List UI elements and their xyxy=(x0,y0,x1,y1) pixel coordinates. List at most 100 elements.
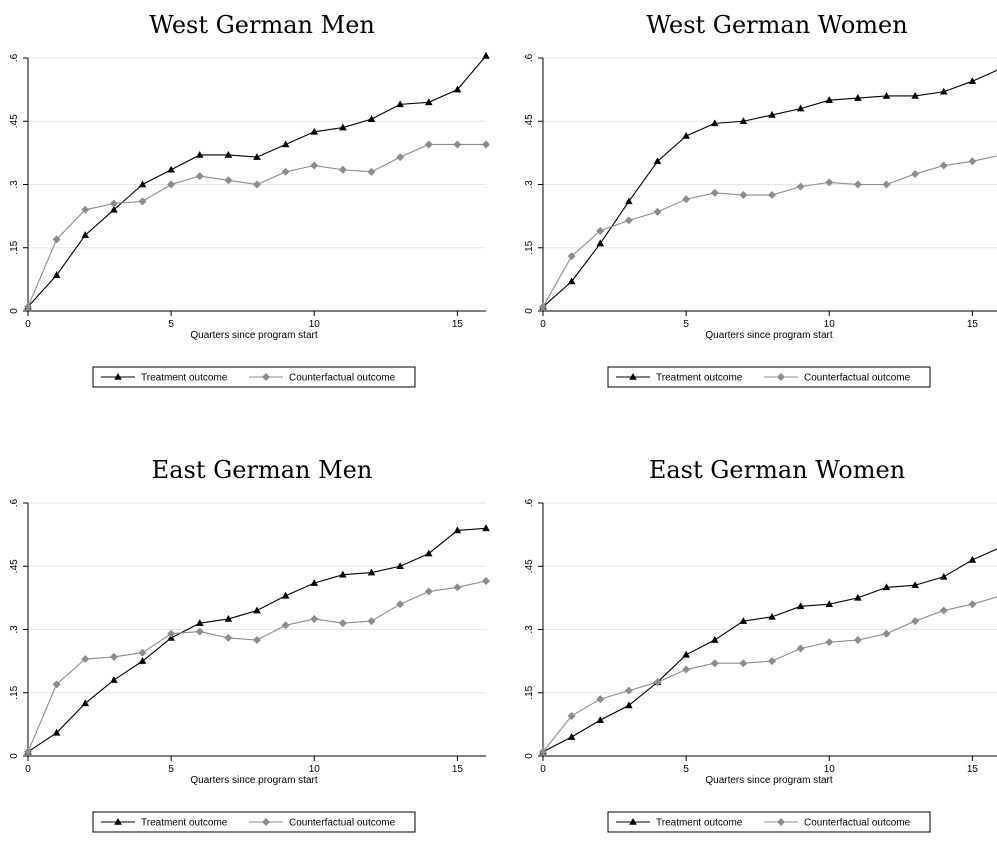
data-point-diamond xyxy=(338,165,347,174)
y-tick-label: .15 xyxy=(9,240,20,254)
data-point-diamond xyxy=(968,157,977,166)
data-point-diamond xyxy=(624,686,633,695)
legend-label: Treatment outcome xyxy=(656,373,743,384)
x-axis-label: Quarters since program start xyxy=(190,330,317,341)
x-tick-label: 5 xyxy=(168,764,174,775)
data-point-triangle xyxy=(768,110,776,118)
data-point-diamond xyxy=(482,140,490,149)
data-point-triangle xyxy=(596,716,605,723)
data-point-triangle xyxy=(224,614,233,622)
data-point-diamond xyxy=(167,180,176,189)
chart-svg: West German Men 0 .15 .3 .45 .6 0 5 10 15 Quarters… xyxy=(9,11,490,388)
data-point-triangle xyxy=(710,636,719,643)
data-point-triangle xyxy=(339,570,347,578)
x-axis-label: Quarters since program start xyxy=(705,775,832,786)
data-point-triangle xyxy=(424,549,433,557)
data-point-diamond xyxy=(195,172,204,181)
data-point-diamond xyxy=(596,695,605,704)
y-tick-label: .15 xyxy=(524,685,535,699)
chart-title: East German Men xyxy=(152,456,373,484)
chart-svg: West German Women 0 .15 .3 .45 .6 0 5 10 15 Quarte… xyxy=(524,11,997,388)
data-point-triangle xyxy=(195,619,204,626)
data-point-diamond xyxy=(796,182,805,191)
data-point-triangle xyxy=(253,153,261,160)
data-point-triangle xyxy=(768,612,776,620)
data-point-triangle xyxy=(739,117,748,125)
data-point-triangle xyxy=(138,657,147,664)
x-tick-label: 0 xyxy=(540,764,546,775)
legend-marker-triangle xyxy=(629,818,637,825)
x-tick-label: 5 xyxy=(683,319,689,330)
y-tick-label: .45 xyxy=(9,114,20,128)
data-point-triangle xyxy=(911,581,919,589)
data-point-diamond xyxy=(310,614,319,623)
chart-panel-east-german-men: East German Men 0 .15 .3 .45 .6 0 5 10 15 Quarters… xyxy=(0,445,490,855)
data-point-diamond xyxy=(24,302,32,311)
data-point-diamond xyxy=(682,195,691,204)
data-point-triangle xyxy=(396,562,404,570)
data-point-diamond xyxy=(567,711,576,720)
data-point-triangle xyxy=(482,51,490,59)
data-point-triangle xyxy=(367,568,376,576)
series-line xyxy=(542,548,997,753)
x-tick-label: 15 xyxy=(967,764,979,775)
data-point-diamond xyxy=(739,659,748,668)
x-tick-label: 10 xyxy=(824,319,836,330)
x-tick-label: 10 xyxy=(824,764,836,775)
y-tick-label: 0 xyxy=(524,308,535,314)
y-tick-label: .6 xyxy=(9,53,20,62)
y-tick-label: .3 xyxy=(524,180,535,189)
data-point-diamond xyxy=(739,191,748,200)
series-counterfactual-outcome xyxy=(539,596,997,756)
series-line xyxy=(542,69,997,308)
data-point-triangle xyxy=(138,180,147,188)
data-point-diamond xyxy=(109,652,118,661)
legend-marker-triangle xyxy=(114,818,122,825)
data-point-triangle xyxy=(567,733,576,740)
data-point-diamond xyxy=(224,633,233,642)
legend-label: Counterfactual outcome xyxy=(289,373,396,384)
y-tick-label: .6 xyxy=(524,53,535,62)
data-point-triangle xyxy=(939,572,948,580)
data-point-triangle xyxy=(596,239,605,247)
data-point-triangle xyxy=(482,524,490,532)
data-point-triangle xyxy=(310,127,319,135)
x-tick-label: 15 xyxy=(452,319,464,330)
data-point-triangle xyxy=(854,94,862,101)
data-point-diamond xyxy=(24,747,32,756)
data-point-triangle xyxy=(224,150,233,158)
legend-label: Treatment outcome xyxy=(141,373,228,384)
data-point-triangle xyxy=(453,526,462,534)
legend-label: Counterfactual outcome xyxy=(804,373,911,384)
data-point-triangle xyxy=(625,701,633,709)
data-point-diamond xyxy=(825,638,834,647)
data-point-triangle xyxy=(939,87,948,95)
data-point-triangle xyxy=(796,104,805,112)
data-point-triangle xyxy=(796,602,805,610)
data-point-triangle xyxy=(453,85,462,93)
data-point-diamond xyxy=(396,600,405,609)
x-tick-label: 15 xyxy=(452,764,464,775)
data-point-diamond xyxy=(596,226,605,235)
data-point-triangle xyxy=(52,728,61,736)
legend: Treatment outcome Counterfactual outcome xyxy=(92,811,416,833)
data-point-triangle xyxy=(682,650,690,658)
data-point-diamond xyxy=(682,665,691,674)
data-point-triangle xyxy=(825,96,834,103)
legend-marker-triangle xyxy=(629,373,637,380)
chart-svg: East German Men 0 .15 .3 .45 .6 0 5 10 15 Quarters… xyxy=(9,456,490,833)
data-point-triangle xyxy=(339,123,347,131)
x-tick-label: 15 xyxy=(967,319,979,330)
x-tick-label: 0 xyxy=(25,319,31,330)
data-point-triangle xyxy=(110,676,118,683)
series-treatment-outcome xyxy=(539,548,997,755)
data-point-triangle xyxy=(281,140,290,148)
data-point-diamond xyxy=(567,252,576,261)
x-tick-label: 10 xyxy=(309,319,321,330)
x-tick-label: 0 xyxy=(25,764,31,775)
data-point-triangle xyxy=(253,606,261,614)
data-point-diamond xyxy=(424,587,433,596)
data-point-triangle xyxy=(968,555,977,563)
data-point-diamond xyxy=(138,197,147,206)
data-point-triangle xyxy=(882,91,891,99)
